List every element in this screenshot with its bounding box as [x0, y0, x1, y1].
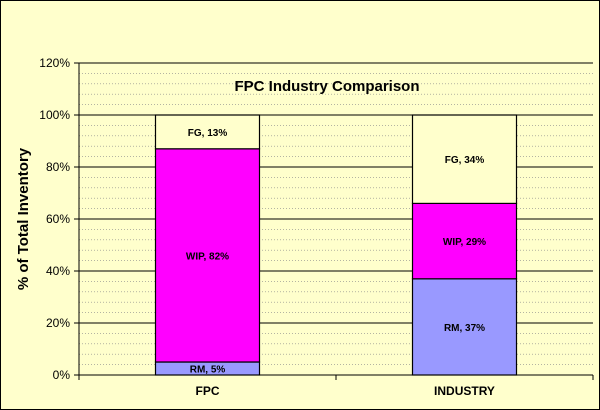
y-tick-label: 60%: [46, 212, 70, 226]
bar-segment-rm-industry: [411, 278, 518, 376]
data-label-rm-fpc: RM, 5%: [190, 365, 226, 376]
y-tick-label: 100%: [39, 108, 70, 122]
y-tick-label: 40%: [46, 264, 70, 278]
bars: RM, 5% WIP, 82% FG, 13% RM, 37% WIP, 29% FG, …: [154, 114, 518, 376]
data-label-fg-industry: FG, 34%: [445, 155, 485, 166]
bar-segment-fg-fpc: [154, 114, 261, 150]
x-category-label-fpc: FPC: [196, 384, 220, 398]
x-category-labels: FPC INDUSTRY: [196, 384, 495, 398]
y-tick-label: 80%: [46, 160, 70, 174]
y-tick-labels: 0% 20% 40% 60% 80% 100% 120%: [39, 56, 79, 382]
y-tick-label: 120%: [39, 56, 70, 70]
data-label-wip-fpc: WIP, 82%: [186, 251, 229, 262]
x-category-label-industry: INDUSTRY: [434, 384, 495, 398]
data-label-rm-industry: RM, 37%: [444, 323, 485, 334]
y-tick-label: 0%: [53, 368, 71, 382]
chart-title: FPC Industry Comparison: [234, 78, 419, 95]
data-label-wip-industry: WIP, 29%: [443, 237, 486, 248]
y-axis-label: % of Total Inventory: [15, 147, 32, 290]
bar-segment-fg-industry: [411, 114, 518, 205]
data-label-fg-fpc: FG, 13%: [188, 128, 228, 139]
y-tick-label: 20%: [46, 316, 70, 330]
bar-segment-wip-industry: [411, 202, 518, 280]
bar-segment-wip-fpc: [154, 148, 261, 363]
